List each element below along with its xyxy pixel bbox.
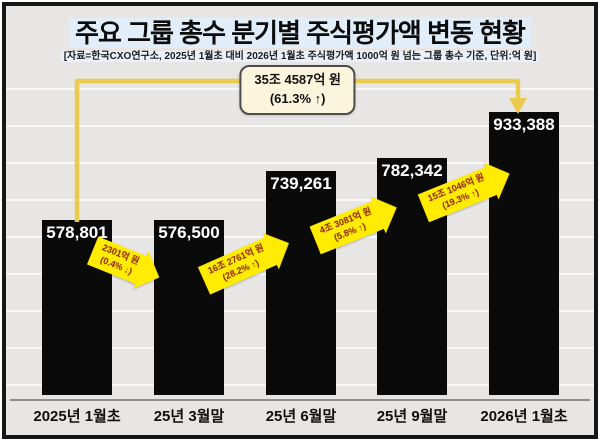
bar-value-label: 782,342 [381,161,443,180]
bar-value-label: 933,388 [493,115,555,134]
total-change-amount: 35조 4587억 원 [254,72,341,87]
chart-title-text: 주요 그룹 총수 분기별 주식평가액 변동 현황 [69,18,531,48]
bar: 576,500 [154,220,224,395]
chart-title: 주요 그룹 총수 분기별 주식평가액 변동 현황 [6,13,594,50]
bar-value-label: 739,261 [270,174,332,193]
bar: 739,261 [266,171,336,395]
bar-value-label: 576,500 [158,223,220,242]
x-axis-label: 25년 9월말 [376,408,448,425]
total-change-callout: 35조 4587억 원 (61.3% ↑) [239,65,356,115]
chart-subtitle-text: [자료=한국CXO연구소, 2025년 1월초 대비 2026년 1월초 주식평… [60,51,540,62]
x-axis-label: 2026년 1월초 [480,408,568,425]
bar: 933,388 [489,112,559,395]
x-axis-label: 2025년 1월초 [33,408,121,425]
x-axis-line [10,399,590,401]
x-axis-label: 25년 3월말 [153,408,225,425]
bar-value-label: 578,801 [46,223,108,242]
total-change-percent: (61.3% ↑) [269,90,326,106]
chart-subtitle: [자료=한국CXO연구소, 2025년 1월초 대비 2026년 1월초 주식평… [6,47,594,62]
x-axis-label: 25년 6월말 [265,408,337,425]
